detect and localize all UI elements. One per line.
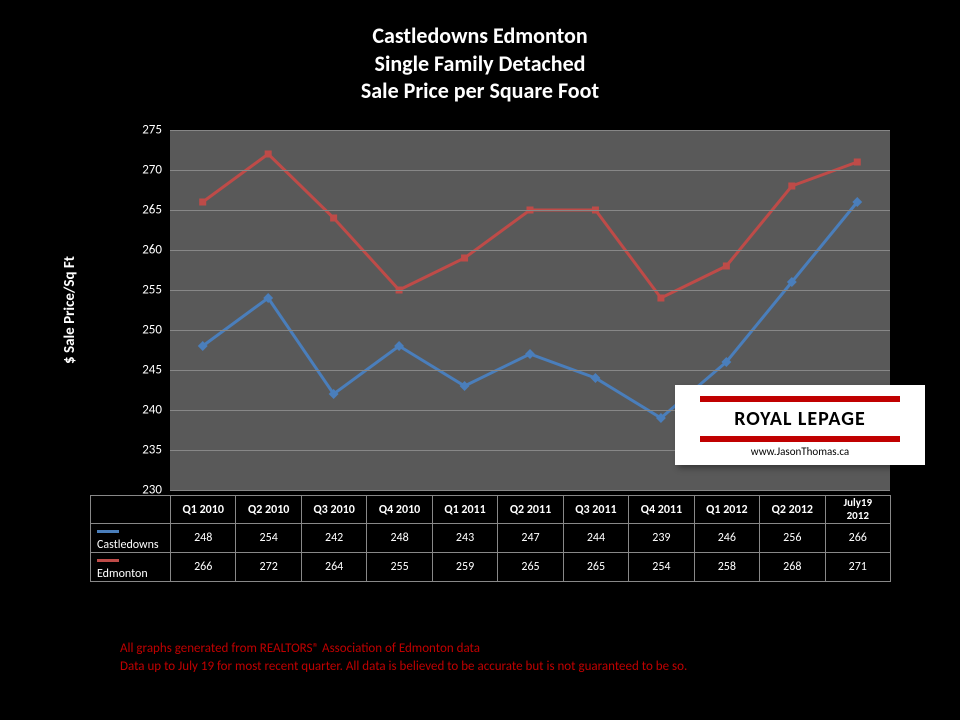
y-axis-title: $ Sale Price/Sq Ft <box>61 256 79 364</box>
table-value: 244 <box>563 524 628 553</box>
y-tick-label: 270 <box>112 163 162 178</box>
table-corner <box>91 496 171 524</box>
footer-line-1: All graphs generated from REALTORS® Asso… <box>120 640 687 658</box>
table-header-cell: Q3 2011 <box>563 496 628 524</box>
table-value: 264 <box>301 553 366 582</box>
table-header-cell: Q2 2012 <box>760 496 825 524</box>
table-header-cell: Q4 2010 <box>367 496 432 524</box>
table-value: 259 <box>432 553 497 582</box>
table-value: 271 <box>825 553 890 582</box>
grid-line <box>170 330 890 331</box>
table-value: 248 <box>367 524 432 553</box>
table-value: 242 <box>301 524 366 553</box>
table-header-cell: July192012 <box>825 496 890 524</box>
chart-title: Castledowns Edmonton Single Family Detac… <box>0 0 960 105</box>
table-value: 272 <box>236 553 301 582</box>
grid-line <box>170 170 890 171</box>
chart-container: $ Sale Price/Sq Ft 230235240245250255260… <box>90 130 890 530</box>
table-value: 258 <box>694 553 759 582</box>
grid-line <box>170 370 890 371</box>
table-header-row: Q1 2010Q2 2010Q3 2010Q4 2010Q1 2011Q2 20… <box>91 496 891 524</box>
table-header-cell: Q1 2010 <box>171 496 236 524</box>
y-tick-label: 250 <box>112 323 162 338</box>
logo-bar-top <box>700 396 900 402</box>
table-value: 265 <box>563 553 628 582</box>
grid-line <box>170 210 890 211</box>
marker <box>723 263 730 270</box>
table-value: 265 <box>498 553 563 582</box>
series-line-edmonton <box>203 154 858 298</box>
table-value: 266 <box>825 524 890 553</box>
table-value: 266 <box>171 553 236 582</box>
title-line-3: Sale Price per Square Foot <box>0 77 960 105</box>
data-table: Q1 2010Q2 2010Q3 2010Q4 2010Q1 2011Q2 20… <box>90 495 891 582</box>
title-line-2: Single Family Detached <box>0 50 960 78</box>
table-row: Edmonton26627226425525926526525425826827… <box>91 553 891 582</box>
title-line-1: Castledowns Edmonton <box>0 22 960 50</box>
y-tick-label: 260 <box>112 243 162 258</box>
grid-line <box>170 290 890 291</box>
table-header-cell: Q2 2010 <box>236 496 301 524</box>
table-value: 255 <box>367 553 432 582</box>
legend-swatch <box>97 530 119 533</box>
marker <box>854 159 861 166</box>
y-tick-label: 275 <box>112 123 162 138</box>
table-value: 243 <box>432 524 497 553</box>
marker <box>330 215 337 222</box>
y-tick-label: 255 <box>112 283 162 298</box>
logo-royal-lepage: ROYAL LEPAGE www.JasonThomas.ca <box>675 385 925 465</box>
logo-url: www.JasonThomas.ca <box>751 445 849 458</box>
table-row: Castledowns24825424224824324724423924625… <box>91 524 891 553</box>
logo-bar-bottom <box>700 436 900 442</box>
footer-line-2: Data up to July 19 for most recent quart… <box>120 658 687 676</box>
table-value: 256 <box>760 524 825 553</box>
marker <box>657 295 664 302</box>
table-value: 246 <box>694 524 759 553</box>
footer-note: All graphs generated from REALTORS® Asso… <box>120 640 687 675</box>
marker <box>461 255 468 262</box>
grid-line <box>170 250 890 251</box>
legend-swatch <box>97 559 119 562</box>
marker <box>788 183 795 190</box>
marker <box>525 349 535 359</box>
table-value: 239 <box>629 524 694 553</box>
series-label: Edmonton <box>91 553 171 582</box>
grid-line <box>170 130 890 131</box>
table-value: 247 <box>498 524 563 553</box>
series-label: Castledowns <box>91 524 171 553</box>
marker <box>199 199 206 206</box>
marker <box>265 151 272 158</box>
y-tick-label: 235 <box>112 443 162 458</box>
table-value: 248 <box>171 524 236 553</box>
y-tick-label: 245 <box>112 363 162 378</box>
table-header-cell: Q4 2011 <box>629 496 694 524</box>
table-value: 268 <box>760 553 825 582</box>
table-value: 254 <box>629 553 694 582</box>
grid-line <box>170 490 890 491</box>
logo-brand-text: ROYAL LEPAGE <box>734 407 866 431</box>
table-header-cell: Q1 2012 <box>694 496 759 524</box>
table-header-cell: Q3 2010 <box>301 496 366 524</box>
y-tick-label: 265 <box>112 203 162 218</box>
table-header-cell: Q2 2011 <box>498 496 563 524</box>
table-header-cell: Q1 2011 <box>432 496 497 524</box>
y-tick-label: 240 <box>112 403 162 418</box>
table-value: 254 <box>236 524 301 553</box>
